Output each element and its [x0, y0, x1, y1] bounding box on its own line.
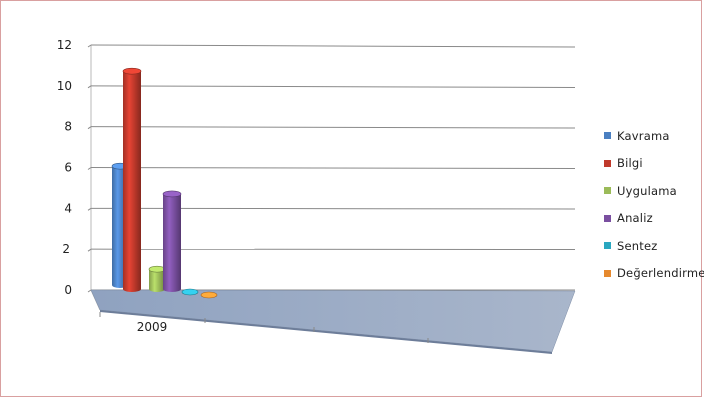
bar-sentez — [181, 288, 199, 296]
legend-label: Kavrama — [617, 128, 670, 143]
legend-swatch — [604, 132, 611, 140]
gridline-side — [87, 167, 92, 170]
gridline-side — [87, 248, 92, 252]
x-tick-label: 2009 — [137, 320, 168, 334]
bar-body — [123, 71, 141, 292]
bar-uygulama — [148, 265, 166, 292]
legend-swatch — [604, 159, 611, 167]
legend-item: Kavrama — [604, 122, 704, 150]
legend-item: Sentez — [604, 232, 704, 260]
y-tick-label: 2 — [62, 242, 70, 256]
legend: Kavrama Bilgi Uygulama Analiz Sentez Değerlen… — [604, 122, 704, 287]
bar-top — [162, 190, 182, 198]
y-tick-label: 12 — [57, 38, 72, 52]
gridline-side — [87, 44, 92, 48]
legend-swatch — [604, 214, 611, 222]
gridline — [90, 44, 576, 48]
y-tick-label: 4 — [64, 201, 72, 215]
chart-floor-edge — [100, 310, 552, 354]
legend-item: Bilgi — [604, 150, 704, 178]
legend-label: Analiz — [617, 211, 653, 226]
bar-top — [181, 288, 199, 296]
gridline — [90, 167, 576, 169]
legend-swatch — [604, 242, 611, 250]
y-tick-label: 10 — [57, 79, 72, 93]
gridline-side — [87, 207, 92, 211]
legend-swatch — [604, 187, 611, 195]
legend-label: Uygulama — [617, 183, 677, 198]
gridline — [90, 85, 576, 88]
legend-label: Bilgi — [617, 156, 643, 171]
y-tick-label: 8 — [64, 120, 72, 134]
legend-item: Analiz — [604, 205, 704, 233]
bar-top — [148, 265, 166, 273]
gridline-side — [87, 126, 92, 130]
legend-item: Uygulama — [604, 177, 704, 205]
gridline-side — [87, 289, 92, 293]
bar-bilgi — [122, 67, 142, 292]
bar-body — [163, 193, 181, 292]
legend-swatch — [604, 269, 611, 277]
legend-item: Değerlendirme — [604, 260, 704, 288]
y-tick-label: 0 — [64, 283, 72, 297]
gridline-side — [87, 85, 92, 89]
bar-değerlendirme — [200, 291, 218, 299]
gridline — [90, 126, 576, 129]
legend-label: Sentez — [617, 238, 658, 253]
bar-analiz — [162, 190, 182, 292]
y-tick-label: 6 — [64, 161, 72, 175]
bar-body — [149, 269, 165, 292]
bar-top — [122, 67, 142, 75]
bar-top — [200, 291, 218, 299]
legend-label: Değerlendirme — [617, 266, 704, 281]
